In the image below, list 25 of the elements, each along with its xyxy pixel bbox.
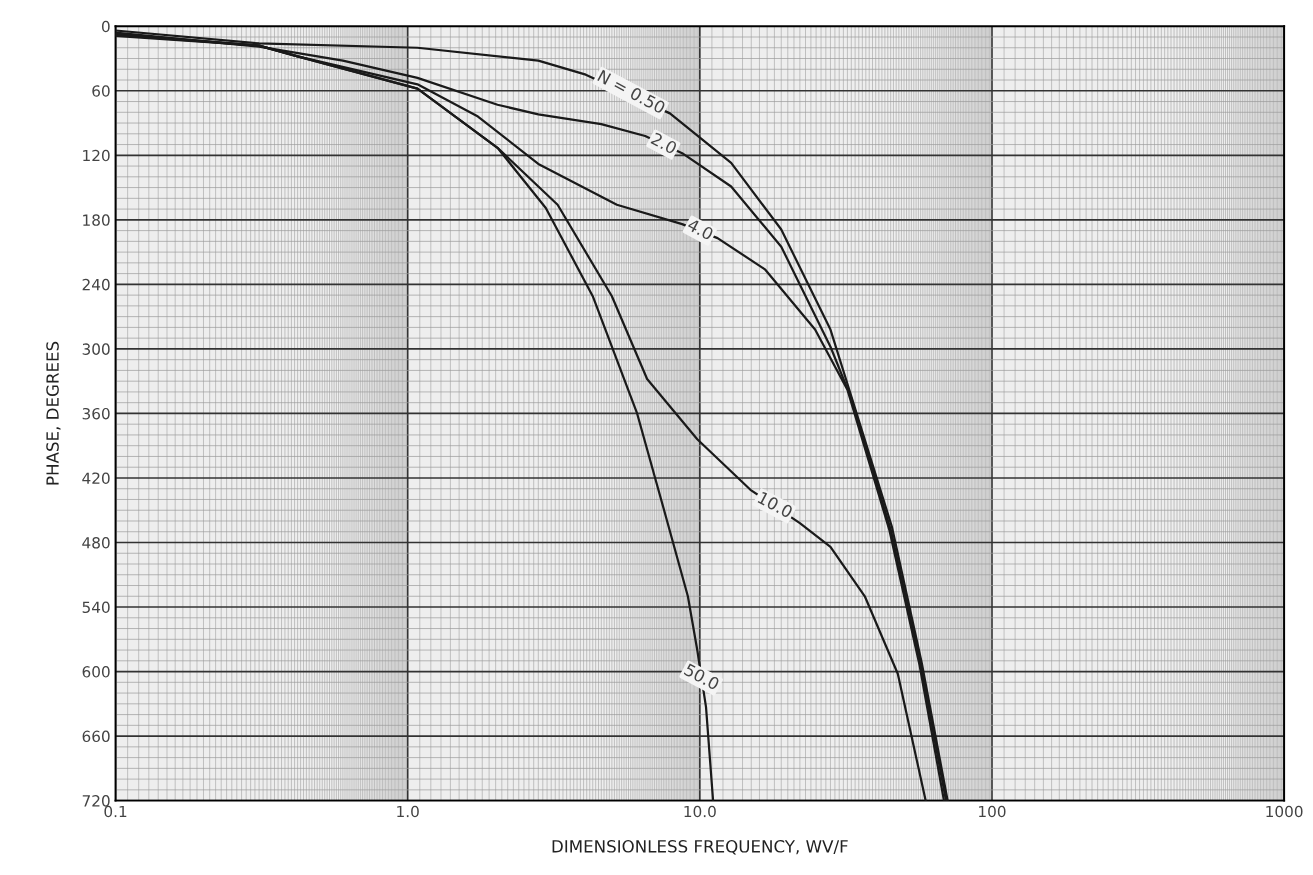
y-tick-label: 300 (82, 343, 110, 355)
y-tick-label: 540 (82, 601, 110, 614)
x-axis-title: DIMENSIONLESS FREQUENCY, WV/F (552, 840, 848, 855)
y-tick-label: 120 (83, 149, 110, 162)
y-tick-label: 480 (82, 536, 110, 549)
y-tick-label: 60 (92, 85, 110, 97)
y-tick-label: 720 (82, 795, 110, 807)
annotation: N = 0.50 (597, 69, 667, 115)
y-tick-label: 0 (101, 20, 110, 33)
y-tick-label: 600 (82, 666, 110, 678)
y-tick-label: 180 (83, 214, 110, 226)
x-tick-label: 1000 (1266, 805, 1303, 818)
annotation: 2.0 (650, 132, 678, 155)
annotation: 10.0 (757, 491, 794, 519)
x-tick-label: 1.0 (397, 805, 419, 818)
y-tick-label: 360 (82, 407, 110, 420)
x-tick-label: 100 (979, 805, 1006, 818)
annotation: 4.0 (686, 217, 715, 241)
x-tick-label: 10.0 (684, 805, 716, 818)
y-axis-title: PHASE, DEGREES (46, 341, 61, 485)
y-tick-label: 240 (82, 278, 110, 291)
y-tick-label: 660 (82, 730, 110, 743)
annotation: 50.0 (683, 663, 721, 691)
x-tick-label: 0.1 (104, 805, 127, 818)
y-tick-label: 420 (82, 472, 110, 484)
